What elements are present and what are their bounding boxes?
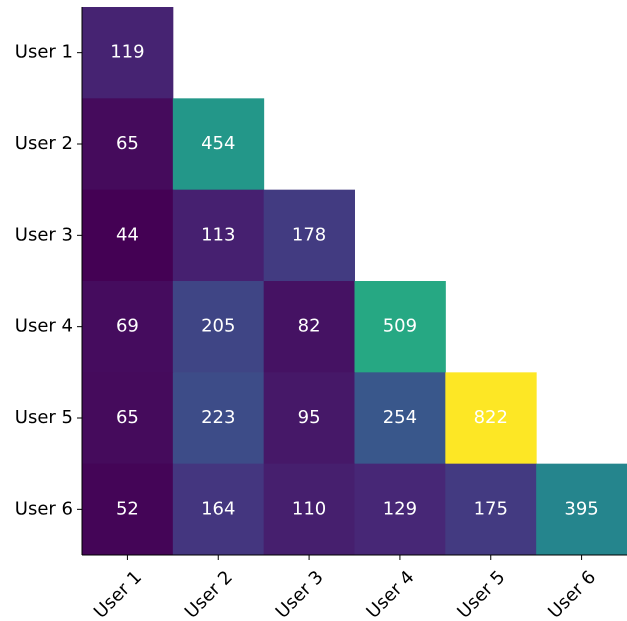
cell — [263, 189, 355, 282]
cell-label: 119 — [110, 42, 144, 63]
cell — [263, 281, 355, 373]
cell-label: 822 — [474, 407, 508, 428]
y-tick-label: User 5 — [15, 407, 73, 428]
y-tick-label: User 2 — [15, 133, 73, 154]
cell-label: 178 — [292, 224, 326, 245]
cell — [172, 98, 265, 191]
cell-label: 129 — [383, 498, 417, 519]
cell — [263, 372, 355, 465]
cell — [354, 281, 446, 373]
x-tick-label: User 4 — [362, 567, 418, 621]
cell-label: 65 — [116, 407, 139, 428]
cell — [82, 281, 174, 373]
x-tick-label: User 1 — [90, 567, 146, 621]
cell — [82, 463, 174, 556]
cell-label: 69 — [116, 316, 139, 337]
cell — [172, 281, 265, 373]
cell-label: 254 — [383, 407, 417, 428]
x-tick-label: User 2 — [181, 567, 237, 621]
cell-label: 110 — [292, 498, 326, 519]
x-tick-label: User 5 — [453, 567, 509, 621]
cell — [82, 372, 174, 465]
cell — [82, 98, 174, 191]
cell-label: 164 — [201, 498, 235, 519]
cell-label: 223 — [201, 407, 235, 428]
cell-label: 175 — [474, 498, 508, 519]
cell-label: 52 — [116, 498, 139, 519]
cell — [445, 372, 537, 465]
cell — [263, 463, 355, 556]
cell — [536, 463, 627, 556]
cell-label: 82 — [298, 316, 321, 337]
x-tick-label: User 3 — [272, 567, 328, 621]
cell-label: 205 — [201, 316, 235, 337]
cell-label: 454 — [201, 133, 235, 154]
y-tick-label: User 4 — [15, 316, 73, 337]
cell-label: 113 — [201, 224, 235, 245]
y-tick-label: User 3 — [15, 224, 73, 245]
cell-label: 65 — [116, 133, 139, 154]
cell-label: 95 — [298, 407, 321, 428]
cell-label: 509 — [383, 316, 417, 337]
cell-label: 44 — [116, 224, 139, 245]
y-tick-label: User 6 — [15, 498, 73, 519]
cell — [82, 7, 174, 99]
y-tick-label: User 1 — [15, 42, 73, 63]
cell-label: 395 — [564, 498, 598, 519]
x-tick-label: User 6 — [544, 567, 600, 621]
cell — [354, 372, 446, 465]
cell — [445, 463, 537, 556]
cell — [82, 189, 174, 282]
cell — [354, 463, 446, 556]
cell — [172, 372, 265, 465]
cell — [172, 463, 265, 556]
cell — [172, 189, 265, 282]
